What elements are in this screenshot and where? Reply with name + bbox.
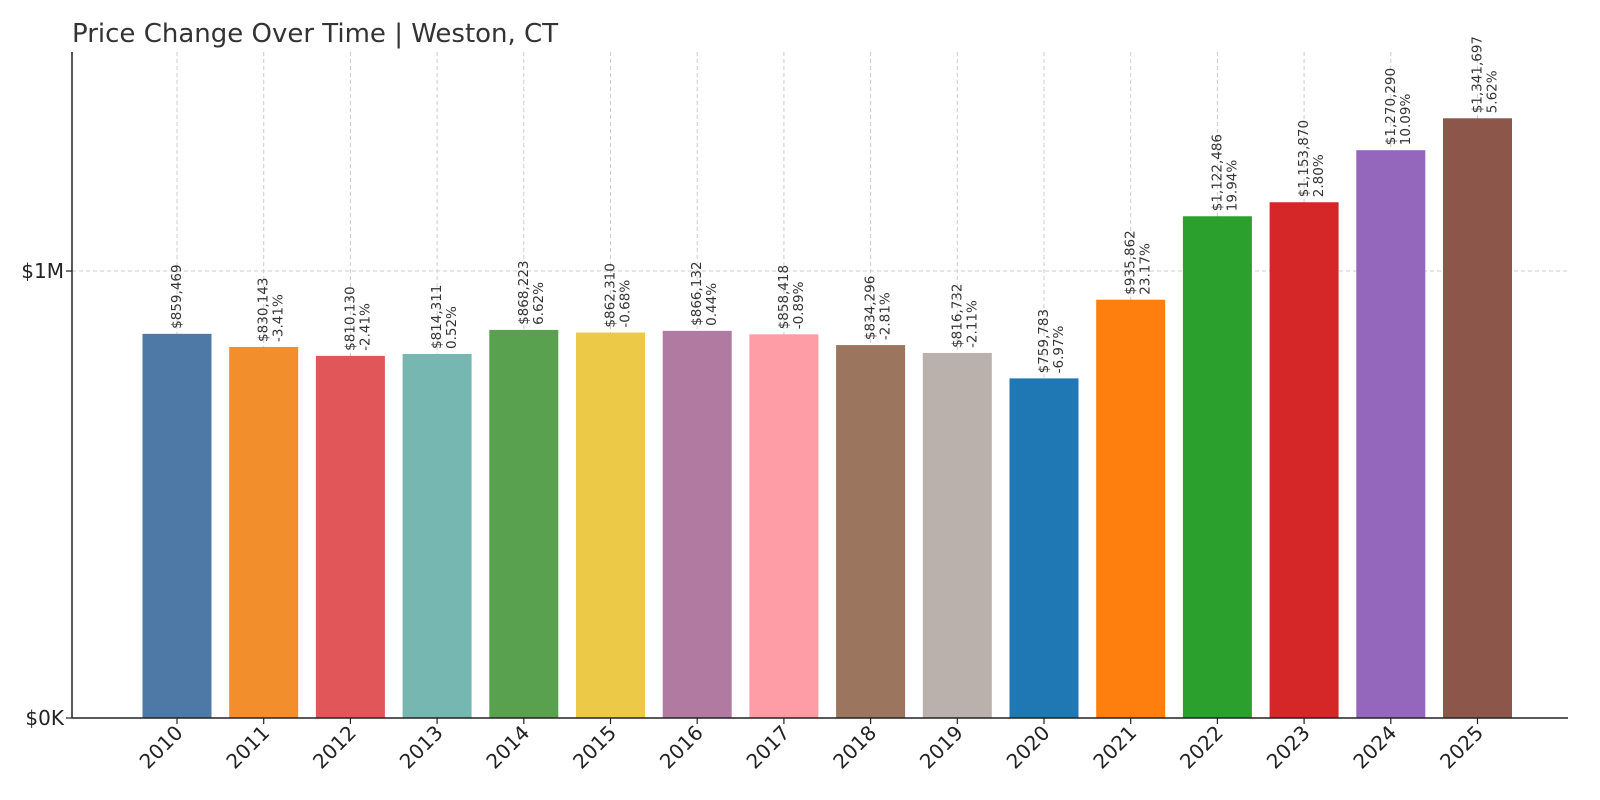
x-tick-label: 2019 [915, 721, 968, 774]
bar-value-label: $810,130-2.41% [342, 286, 373, 350]
bars [142, 118, 1512, 719]
bar-value-label: $858,418-0.89% [776, 265, 807, 329]
bar [662, 330, 732, 718]
bar-change-label: 0.52% [444, 306, 460, 349]
x-tick-label: 2021 [1088, 721, 1141, 774]
x-tick-label: 2011 [221, 721, 274, 774]
bar-change-label: -2.41% [357, 303, 373, 351]
bar-price-label: $1,270,290 [1383, 68, 1399, 145]
bar-change-label: 10.09% [1398, 94, 1414, 146]
x-tick-label: 2016 [655, 721, 708, 774]
bar-value-label: $1,341,6975.62% [1470, 36, 1501, 113]
y-tick-label: $1M [21, 259, 64, 283]
bar-value-label: $834,296-2.81% [863, 276, 894, 340]
bar [229, 346, 299, 718]
bar [836, 345, 906, 718]
bar-price-label: $859,469 [169, 264, 185, 328]
bar [315, 355, 385, 718]
bar-price-label: $830,143 [256, 278, 272, 342]
bar [1269, 202, 1339, 718]
bar-change-label: 6.62% [531, 282, 547, 325]
bar [489, 329, 559, 718]
bar-price-label: $1,341,697 [1470, 36, 1486, 113]
bar-change-label: 5.62% [1485, 70, 1501, 113]
bar-value-label: $866,1320.44% [689, 261, 720, 325]
bar [749, 334, 819, 718]
bar-price-label: $834,296 [863, 276, 879, 340]
bar [1009, 378, 1079, 718]
x-tick-label: 2018 [828, 721, 881, 774]
bar-price-label: $858,418 [776, 265, 792, 329]
bar-value-label: $868,2236.62% [516, 260, 547, 324]
y-axis: $0K $1M [21, 259, 72, 730]
x-tick-label: 2022 [1175, 721, 1228, 774]
x-tick-label: 2025 [1435, 721, 1488, 774]
x-tick-label: 2015 [568, 721, 621, 774]
bar-price-label: $866,132 [689, 261, 705, 325]
bar-change-label: 2.80% [1311, 154, 1327, 197]
bar-change-label: -6.97% [1051, 325, 1067, 373]
bar-change-label: 23.17% [1138, 243, 1154, 295]
bar-change-label: 0.44% [704, 283, 720, 326]
bar-value-label: $935,86223.17% [1123, 230, 1154, 294]
x-tick-label: 2023 [1262, 721, 1315, 774]
bar-price-label: $810,130 [342, 286, 358, 350]
bar-value-label: $816,732-2.11% [949, 284, 980, 348]
x-tick-label: 2020 [1002, 721, 1055, 774]
bar-value-label: $1,270,29010.09% [1383, 68, 1414, 145]
bar-price-label: $935,862 [1123, 230, 1139, 294]
bar-price-label: $1,122,486 [1209, 134, 1225, 211]
bar-price-label: $816,732 [949, 284, 965, 348]
bar-value-label: $1,122,48619.94% [1209, 134, 1240, 211]
bar-price-label: $1,153,870 [1296, 120, 1312, 197]
bar-change-label: -2.11% [964, 300, 980, 348]
bar-value-label: $759,783-6.97% [1036, 309, 1067, 373]
value-labels: $859,469 $830,143-3.41% $810,130-2.41% $814… [169, 36, 1501, 373]
bar-price-label: $868,223 [516, 260, 532, 324]
bar [1182, 216, 1252, 718]
bar-value-label: $814,3110.52% [429, 285, 460, 349]
bar [922, 352, 992, 718]
bar [576, 332, 645, 718]
bar-value-label: $830,143-3.41% [256, 278, 287, 342]
bar-price-label: $862,310 [603, 263, 619, 327]
x-tick-label: 2013 [395, 721, 448, 774]
bar [142, 333, 212, 718]
bar-price-label: $759,783 [1036, 309, 1052, 373]
x-tick-label: 2010 [135, 721, 188, 774]
bar-value-label: $862,310-0.68% [603, 263, 634, 327]
bar [1096, 299, 1166, 718]
bar [1356, 150, 1426, 719]
bar-change-label: -0.89% [791, 281, 807, 329]
bar-change-label: -2.81% [878, 292, 894, 340]
bar-change-label: -3.41% [271, 294, 287, 342]
bar-value-label: $859,469 [169, 264, 185, 328]
x-tick-label: 2014 [481, 721, 534, 774]
chart-title: Price Change Over Time | Weston, CT [72, 19, 558, 49]
bar-change-label: 19.94% [1224, 160, 1240, 212]
bar-value-label: $1,153,8702.80% [1296, 120, 1327, 197]
bar-price-label: $814,311 [429, 285, 445, 349]
x-tick-label: 2024 [1348, 721, 1401, 774]
bar-change-label: -0.68% [618, 280, 634, 328]
bar [1443, 118, 1512, 718]
bar [402, 354, 472, 718]
y-tick-label: $0K [25, 706, 64, 730]
x-axis: 2010 2011 2012 2013 2014 2015 2016 2017 2018 2019… [135, 718, 1488, 774]
x-tick-label: 2017 [741, 721, 794, 774]
x-tick-label: 2012 [308, 721, 361, 774]
